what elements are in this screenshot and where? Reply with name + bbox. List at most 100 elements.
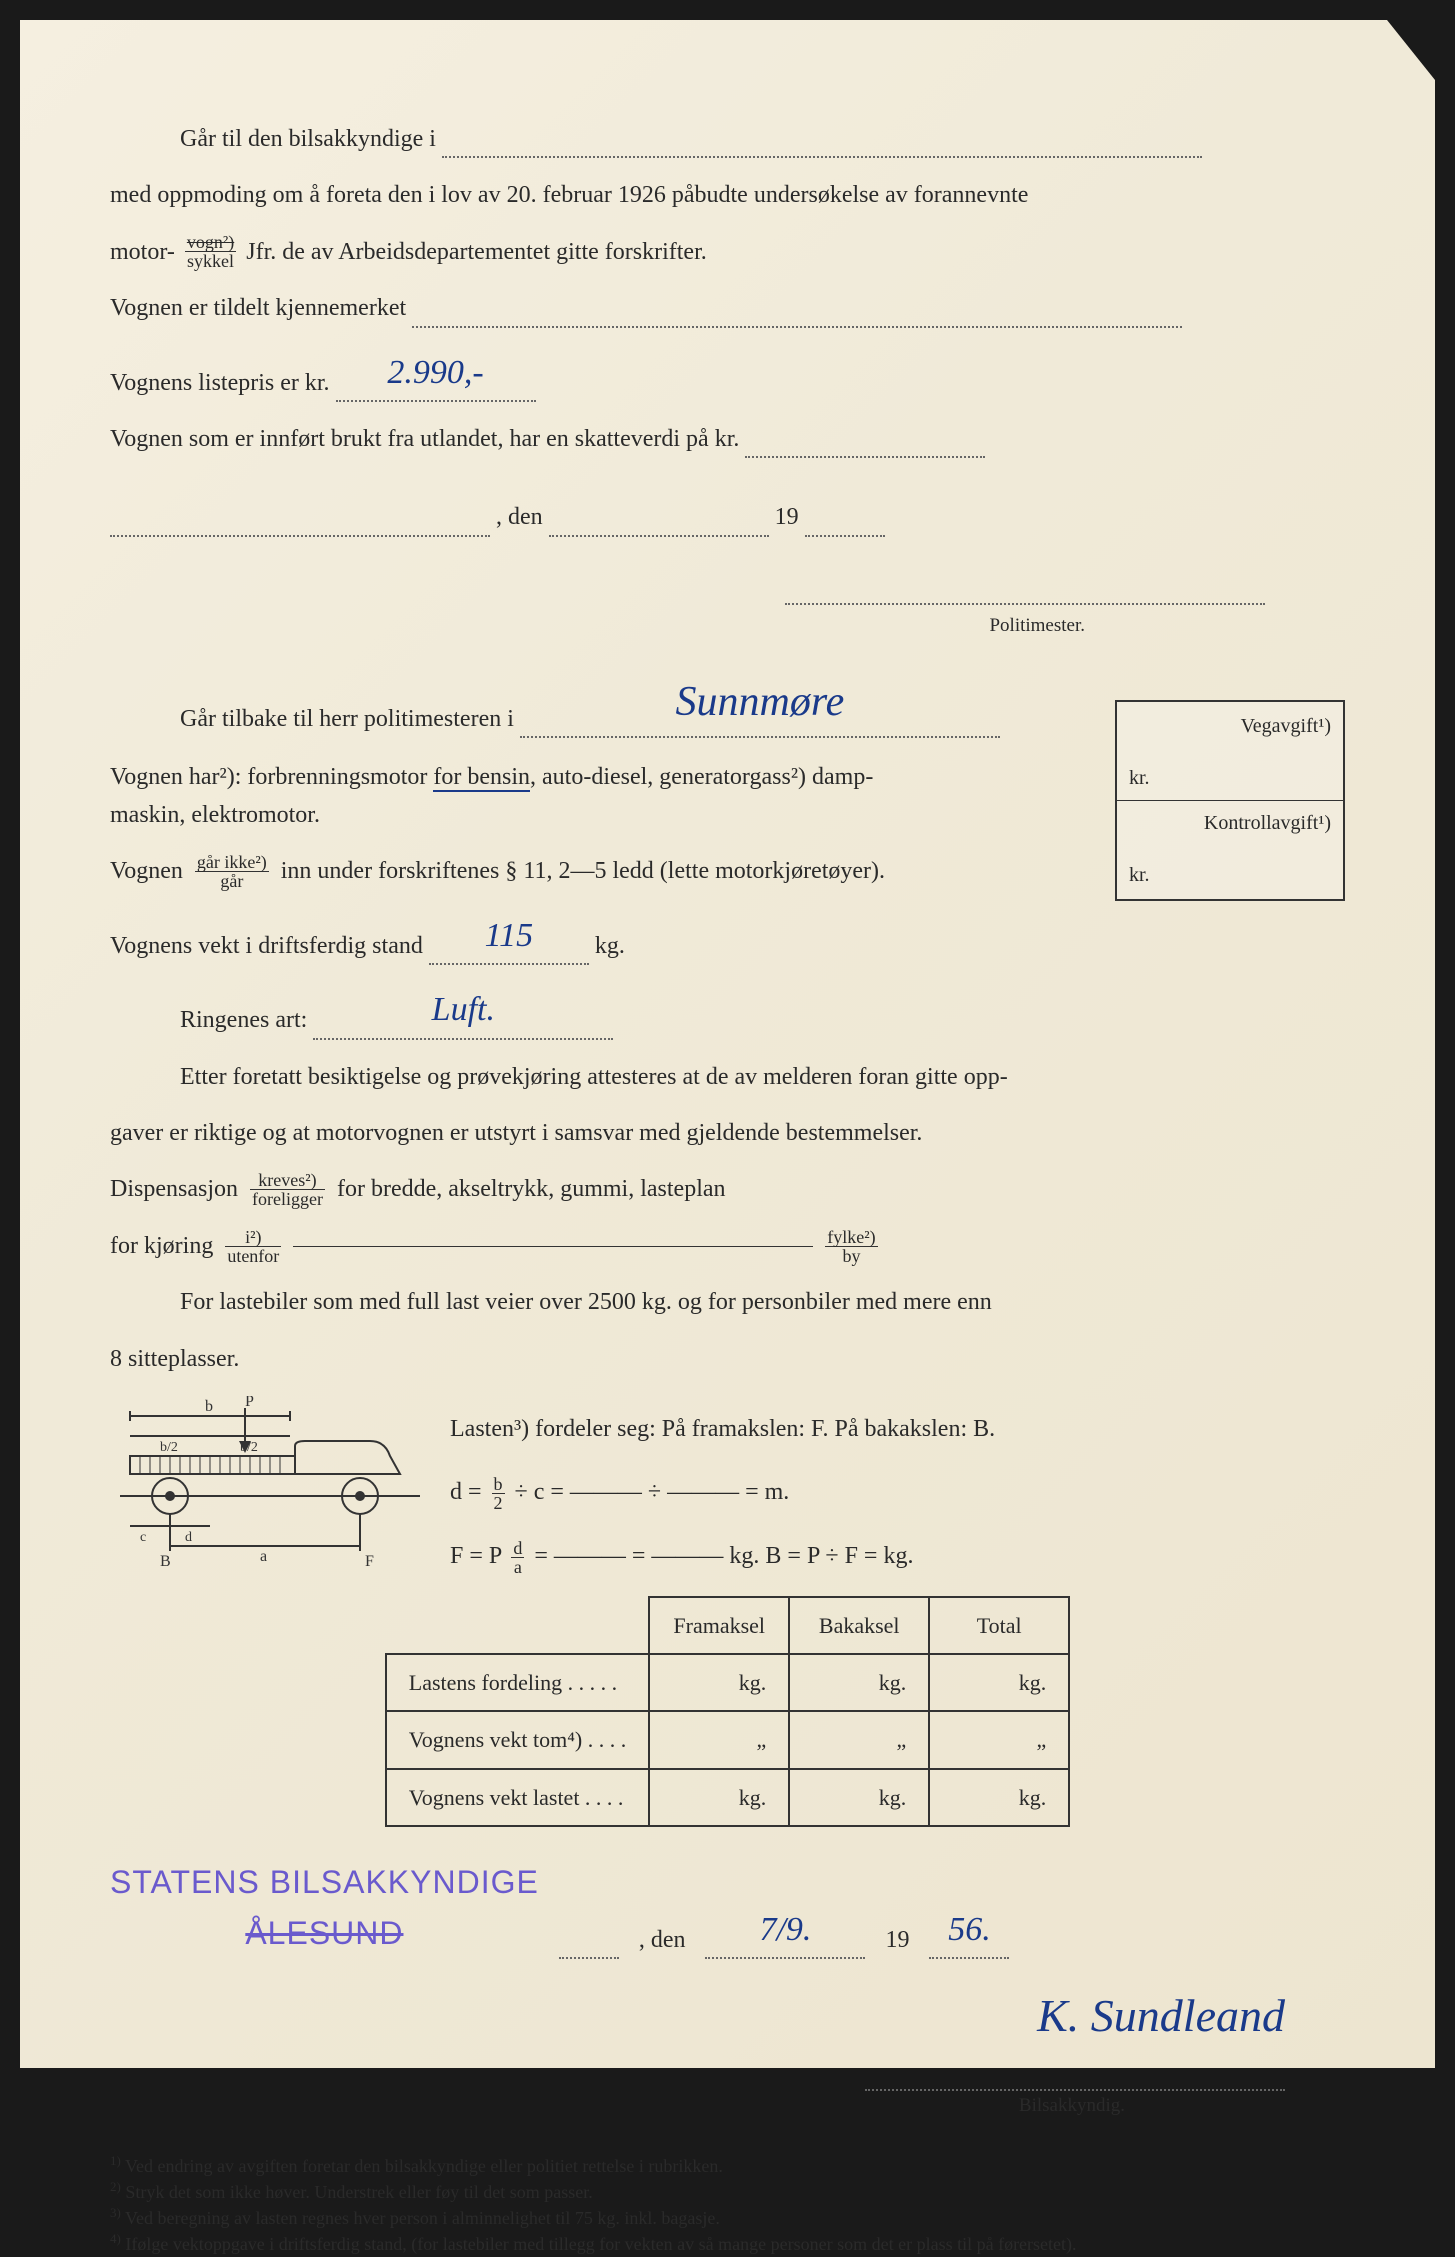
line-attest2: gaver er riktige og at motorvognen er ut… — [110, 1114, 1345, 1152]
line-listepris: Vognens listepris er kr. 2.990,- — [110, 346, 1345, 402]
text: motor- — [110, 233, 175, 271]
footnotes: 1) Ved endring av avgiften foretar den b… — [110, 2152, 1345, 2257]
foreligger: foreligger — [250, 1190, 325, 1208]
utenfor: utenfor — [225, 1247, 281, 1265]
text: , auto-diesel, generatorgass²) damp- — [530, 764, 873, 790]
blank-field — [559, 1930, 619, 1959]
table-row: Vognens vekt tom⁴) . . . . „ „ „ — [386, 1711, 1069, 1768]
cell: kg. — [649, 1654, 789, 1711]
row-label: Vognens vekt tom⁴) . . . . — [386, 1711, 649, 1768]
svg-text:b/2: b/2 — [160, 1440, 178, 1455]
line-kjennemerke: Vognen er tildelt kjennemerket — [110, 289, 1345, 327]
text: Jfr. de av Arbeidsdepartementet gitte fo… — [246, 233, 707, 271]
gar-ikke: går ikke²) — [195, 853, 269, 872]
footnote-1: 1) Ved endring av avgiften foretar den b… — [110, 2152, 1345, 2178]
col-bakaksel: Bakaksel — [789, 1597, 929, 1654]
line-bilsakkyndige: Går til den bilsakkyndige i — [110, 120, 1345, 158]
kreves-fraction: kreves²) foreligger — [250, 1171, 325, 1208]
text: gaver er riktige og at motorvognen er ut… — [110, 1120, 922, 1146]
line-vekt: Vognens vekt i driftsferdig stand 115 kg… — [110, 909, 1345, 965]
blank-field — [412, 299, 1182, 328]
for-bensin: for bensin — [433, 764, 530, 792]
svg-text:c: c — [140, 1530, 146, 1545]
cell: kg. — [649, 1769, 789, 1826]
text: maskin, elektromotor. — [110, 802, 320, 828]
politimester-row: Politimester. — [110, 567, 1345, 644]
rings-field: Luft. — [313, 983, 613, 1039]
signature: K. Sundleand — [110, 1979, 1285, 2053]
cell: „ — [649, 1711, 789, 1768]
vegavgift-label: Vegavgift¹) — [1129, 710, 1331, 742]
kontrollavgift-label: Kontrollavgift¹) — [1129, 807, 1331, 839]
place-field: Sunnmøre — [520, 669, 1000, 738]
svg-text:a: a — [260, 1548, 267, 1565]
table-header: Framaksel Bakaksel Total — [386, 1597, 1069, 1654]
svg-text:b/2: b/2 — [240, 1440, 258, 1455]
weight-value: 115 — [485, 917, 533, 954]
weight-field: 115 — [429, 909, 589, 965]
gar: går — [195, 872, 269, 890]
text: Vognen er tildelt kjennemerket — [110, 295, 406, 321]
den-label: , den — [496, 504, 543, 530]
lasten-label: Lasten³) fordeler seg: På framakslen: F.… — [450, 1410, 1345, 1448]
text: 8 sitteplasser. — [110, 1346, 239, 1372]
year-prefix: 19 — [885, 1921, 909, 1959]
stamp-line2: ÅLESUND — [110, 1908, 539, 1959]
line-skatteverdi: Vognen som er innført brukt fra utlandet… — [110, 420, 1345, 458]
fylke-fraction: fylke²) by — [825, 1228, 877, 1265]
text: for bredde, akseltrykk, gummi, lasteplan — [337, 1170, 726, 1208]
text: Går til den bilsakkyndige i — [180, 126, 436, 152]
diagram-row: b P b/2 b/2 B F c — [110, 1396, 1345, 1576]
price-value: 2.990,- — [387, 354, 483, 391]
formula-block: Lasten³) fordeler seg: På framakslen: F.… — [450, 1410, 1345, 1576]
svg-text:P: P — [245, 1396, 254, 1410]
sykkel: sykkel — [185, 252, 236, 270]
bilsakkyndig-label: Bilsakkyndig. — [110, 2091, 1125, 2121]
line-motor-type: Vognen har²): forbrenningsmotor for bens… — [110, 758, 1060, 835]
gar-fraction: går ikke²) går — [195, 853, 269, 890]
svg-text:b: b — [205, 1398, 213, 1415]
table-row: Lastens fordeling . . . . . kg. kg. kg. — [386, 1654, 1069, 1711]
row-label: Lastens fordeling . . . . . — [386, 1654, 649, 1711]
line-forskrift: Vognen går ikke²) går inn under forskrif… — [110, 852, 1060, 890]
svg-text:B: B — [160, 1553, 171, 1570]
formula-d: d = b2 ÷ c = ——— ÷ ——— = m. — [450, 1473, 1345, 1512]
i-fraction: i²) utenfor — [225, 1228, 281, 1265]
cell: kg. — [929, 1654, 1069, 1711]
cell: kg. — [789, 1769, 929, 1826]
year-value: 56. — [929, 1903, 1009, 1959]
blank-field — [110, 508, 490, 537]
kreves: kreves²) — [250, 1171, 325, 1190]
text: Ringenes art: — [180, 1007, 307, 1033]
place-value: Sunnmøre — [676, 679, 845, 725]
footnote-4: 4) Ifølge vektoppgave i driftsferdig sta… — [110, 2230, 1345, 2256]
blank-field — [745, 430, 985, 459]
text: Vognen — [110, 852, 183, 890]
text: Vognen som er innført brukt fra utlandet… — [110, 426, 739, 452]
cell: „ — [789, 1711, 929, 1768]
text: For lastebiler som med full last veier o… — [180, 1289, 992, 1315]
rings-value: Luft. — [432, 991, 495, 1028]
footnote-2: 2) Stryk det som ikke høver. Understrek … — [110, 2178, 1345, 2204]
text: Dispensasjon — [110, 1170, 238, 1208]
politimester-label: Politimester. — [989, 615, 1085, 636]
cell: kg. — [789, 1654, 929, 1711]
truck-diagram: b P b/2 b/2 B F c — [110, 1396, 430, 1576]
line-kjoring: for kjøring i²) utenfor fylke²) by — [110, 1227, 1345, 1265]
text: Vognen har²): forbrenningsmotor — [110, 764, 433, 790]
line-ringenes: Ringenes art: Luft. — [110, 983, 1345, 1039]
weight-table: Framaksel Bakaksel Total Lastens fordeli… — [385, 1596, 1070, 1827]
document-page: Går til den bilsakkyndige i med oppmodin… — [20, 20, 1435, 2068]
sig-line — [865, 2062, 1285, 2091]
fee-box: Vegavgift¹) kr. Kontrollavgift¹) kr. — [1115, 700, 1345, 901]
price-field: 2.990,- — [336, 346, 536, 402]
date-value: 7/9. — [759, 1911, 811, 1948]
blank-field — [442, 130, 1202, 159]
col-total: Total — [929, 1597, 1069, 1654]
text: inn under forskriftenes § 11, 2—5 ledd (… — [281, 852, 885, 890]
line-attest1: Etter foretatt besiktigelse og prøvekjør… — [110, 1058, 1345, 1096]
blank-field — [785, 576, 1265, 605]
text: Går tilbake til herr politimesteren i — [180, 705, 514, 731]
stamp-block: STATENS BILSAKKYNDIGE ÅLESUND — [110, 1857, 539, 1959]
text: Etter foretatt besiktigelse og prøvekjør… — [180, 1064, 1008, 1090]
